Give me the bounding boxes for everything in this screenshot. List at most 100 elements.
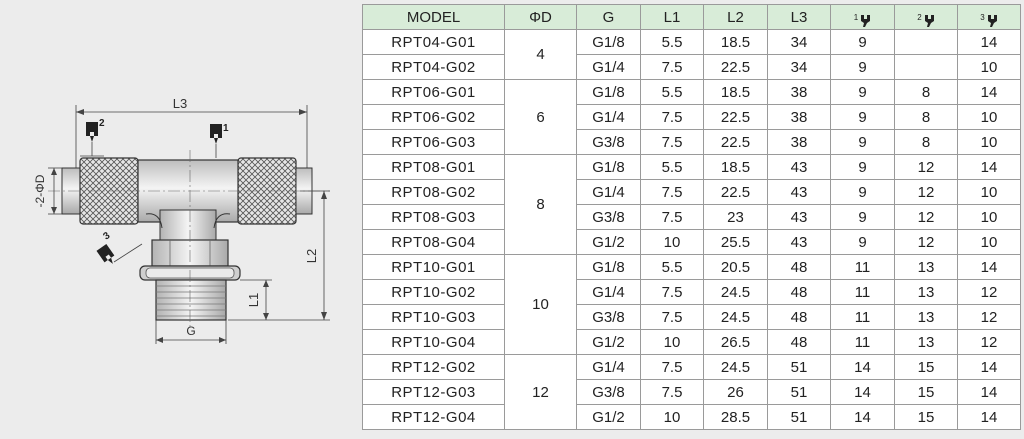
g-cell: G3/8	[576, 304, 641, 330]
od-cell: 6	[504, 79, 577, 155]
l2-cell: 25.5	[703, 229, 768, 255]
l1-dimension	[240, 279, 272, 320]
w3-cell: 10	[957, 204, 1021, 230]
model-cell: RPT10-G03	[362, 304, 505, 330]
table-row: RPT08-G04 G1/2 10 25.5 43 9 12 10	[362, 229, 1021, 255]
w1-cell: 14	[830, 354, 895, 380]
model-cell: RPT06-G02	[362, 104, 505, 130]
g-cell: G1/8	[576, 79, 641, 105]
l1-cell: 7.5	[640, 279, 704, 305]
w2-cell: 8	[894, 129, 958, 155]
l3-cell: 43	[767, 229, 831, 255]
w3-cell: 14	[957, 79, 1021, 105]
l3-cell: 48	[767, 279, 831, 305]
table-row: RPT06-G02 G1/4 7.5 22.5 38 9 8 10	[362, 104, 1021, 130]
w3-cell: 14	[957, 379, 1021, 405]
header-l1: L1	[640, 4, 704, 30]
w2-cell: 15	[894, 379, 958, 405]
table-header-row: MODEL ΦD G L1 L2 L3 1 2 3	[362, 4, 1021, 30]
l1-cell: 10	[640, 329, 704, 355]
l1-cell: 5.5	[640, 29, 704, 55]
l3-cell: 38	[767, 79, 831, 105]
header-wrench-1-number: 1	[853, 12, 859, 22]
spec-table-body: RPT04-G01 4 G1/8 5.5 18.5 34 9 14 RPT04-G02 G1/4 7…	[362, 29, 1021, 430]
model-cell: RPT04-G01	[362, 29, 505, 55]
l3-cell: 51	[767, 354, 831, 380]
l1-cell: 7.5	[640, 129, 704, 155]
table-row: RPT08-G01 8 G1/8 5.5 18.5 43 9 12 14	[362, 154, 1021, 255]
l1-label: L1	[246, 293, 261, 307]
l1-cell: 7.5	[640, 104, 704, 130]
l2-cell: 18.5	[703, 29, 768, 55]
l2-cell: 24.5	[703, 354, 768, 380]
g-label: G	[186, 324, 195, 338]
table-row: RPT06-G01 6 G1/8 5.5 18.5 38 9 8 14	[362, 79, 1021, 155]
table-row: RPT04-G02 G1/4 7.5 22.5 34 9 10	[362, 54, 1021, 80]
l3-cell: 48	[767, 329, 831, 355]
model-cell: RPT08-G02	[362, 179, 505, 205]
g-cell: G1/2	[576, 229, 641, 255]
l1-cell: 7.5	[640, 179, 704, 205]
w3-cell: 10	[957, 229, 1021, 255]
l2-cell: 22.5	[703, 129, 768, 155]
w3-cell: 12	[957, 329, 1021, 355]
l1-cell: 5.5	[640, 154, 704, 180]
g-cell: G1/8	[576, 154, 641, 180]
wrench-3-number: 3	[101, 230, 112, 242]
w1-cell: 11	[830, 279, 895, 305]
l2-cell: 24.5	[703, 279, 768, 305]
g-dimension	[155, 320, 227, 344]
table-row: RPT08-G02 G1/4 7.5 22.5 43 9 12 10	[362, 179, 1021, 205]
l3-cell: 34	[767, 29, 831, 55]
l3-cell: 51	[767, 404, 831, 430]
spec-table: MODEL ΦD G L1 L2 L3 1 2 3	[362, 4, 1021, 430]
l1-cell: 7.5	[640, 354, 704, 380]
header-wrench-1: 1	[830, 4, 895, 30]
w1-cell: 9	[830, 79, 895, 105]
l3-label: L3	[173, 96, 187, 111]
wrench-icon	[987, 14, 997, 27]
header-l3: L3	[767, 4, 831, 30]
tee-fitting-drawing: L3 2 1	[33, 96, 330, 344]
model-cell: RPT04-G02	[362, 54, 505, 80]
w3-cell: 10	[957, 54, 1021, 80]
wrench-1-icon	[210, 124, 222, 158]
l3-cell: 51	[767, 379, 831, 405]
g-cell: G1/8	[576, 29, 641, 55]
header-l2: L2	[703, 4, 768, 30]
header-wrench-3: 3	[957, 4, 1021, 30]
w3-cell: 14	[957, 404, 1021, 430]
l1-cell: 7.5	[640, 379, 704, 405]
w2-cell	[894, 29, 958, 55]
table-row: RPT10-G04 G1/2 10 26.5 48 11 13 12	[362, 329, 1021, 355]
model-cell: RPT06-G01	[362, 79, 505, 105]
w3-cell: 14	[957, 354, 1021, 380]
w1-cell: 9	[830, 229, 895, 255]
model-cell: RPT06-G03	[362, 129, 505, 155]
model-cell: RPT12-G03	[362, 379, 505, 405]
w3-cell: 14	[957, 29, 1021, 55]
table-row: RPT12-G02 12 G1/4 7.5 24.5 51 14 15 14	[362, 354, 1021, 430]
od-cell: 10	[504, 254, 577, 355]
od-label: -2-ΦD	[33, 174, 47, 207]
g-cell: G1/4	[576, 279, 641, 305]
w2-cell: 12	[894, 154, 958, 180]
l2-cell: 26.5	[703, 329, 768, 355]
l1-cell: 7.5	[640, 204, 704, 230]
table-row: RPT12-G04 G1/2 10 28.5 51 14 15 14	[362, 404, 1021, 430]
l1-cell: 5.5	[640, 79, 704, 105]
l2-dimension	[228, 190, 330, 321]
w3-cell: 14	[957, 154, 1021, 180]
model-cell: RPT08-G01	[362, 154, 505, 180]
w3-cell: 10	[957, 179, 1021, 205]
w3-cell: 12	[957, 304, 1021, 330]
w1-cell: 11	[830, 304, 895, 330]
g-cell: G3/8	[576, 129, 641, 155]
model-cell: RPT10-G02	[362, 279, 505, 305]
g-cell: G1/2	[576, 329, 641, 355]
w2-cell: 13	[894, 304, 958, 330]
header-g: G	[576, 4, 641, 30]
w3-cell: 14	[957, 254, 1021, 280]
model-cell: RPT12-G04	[362, 404, 505, 430]
wrench-1-number: 1	[223, 123, 229, 134]
